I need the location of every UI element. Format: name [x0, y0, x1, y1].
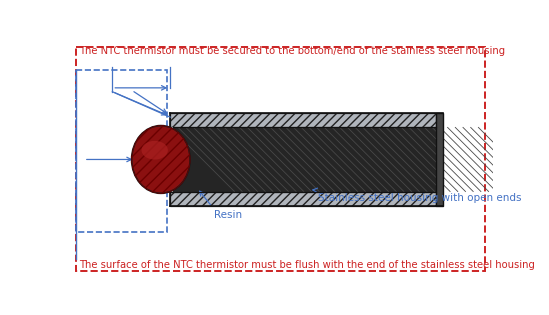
Bar [436, 113, 444, 206]
Bar [169, 127, 173, 192]
Text: Resin: Resin [214, 210, 242, 220]
Text: Stainless steel housing with open ends: Stainless steel housing with open ends [318, 192, 522, 203]
Bar [170, 113, 436, 127]
Ellipse shape [132, 126, 190, 193]
Text: The NTC thermistor must be secured to the bottom/end of the stainless steel hous: The NTC thermistor must be secured to th… [79, 45, 506, 55]
Bar [76, 70, 167, 232]
Bar [170, 127, 436, 192]
Ellipse shape [142, 141, 168, 159]
Text: The surface of the NTC thermistor must be flush with the end of the stainless st: The surface of the NTC thermistor must b… [79, 260, 535, 270]
Bar [170, 192, 436, 206]
